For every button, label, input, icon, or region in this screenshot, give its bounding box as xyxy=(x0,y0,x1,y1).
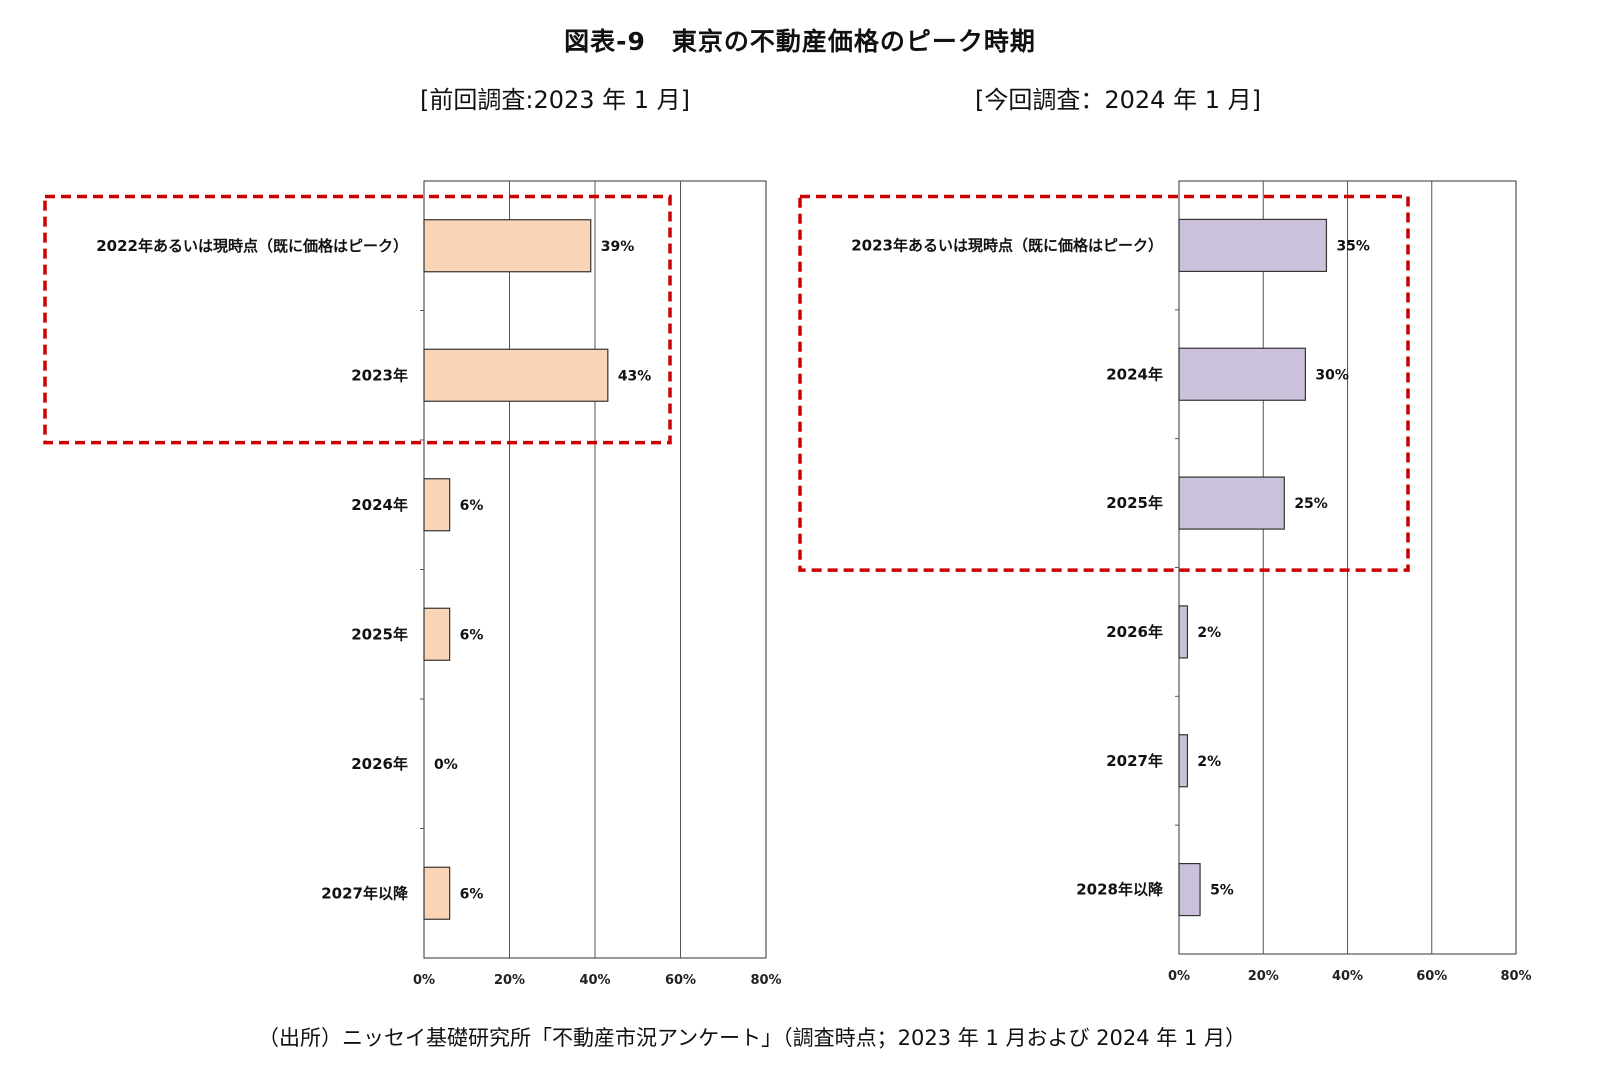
right-bar xyxy=(1178,347,1306,401)
left-value-label: 6% xyxy=(460,886,484,902)
left-bar xyxy=(423,478,451,532)
right-category-label: 2023年あるいは現時点（既に価格はピーク） xyxy=(851,236,1163,254)
right-category-label: 2025年 xyxy=(1106,494,1163,512)
left-value-label: 0% xyxy=(434,757,458,773)
right-x-tick-label: 20% xyxy=(1248,969,1279,984)
right-value-label: 2% xyxy=(1197,754,1221,770)
right-value-label: 5% xyxy=(1210,883,1234,899)
left-x-tick-label: 20% xyxy=(494,973,525,988)
right-x-tick-label: 0% xyxy=(1168,969,1190,984)
right-bar xyxy=(1178,862,1201,917)
right-bar xyxy=(1178,605,1189,659)
left-category-label: 2025年 xyxy=(351,625,408,643)
right-x-tick-label: 40% xyxy=(1332,969,1363,984)
left-bar xyxy=(423,607,451,661)
left-bar xyxy=(423,348,609,402)
left-value-label: 39% xyxy=(601,239,635,255)
left-value-label: 6% xyxy=(460,627,484,643)
source-note: （出所）ニッセイ基礎研究所「不動産市況アンケート」（調査時点；2023 年 1 … xyxy=(258,1026,1246,1050)
left-chart-subtitle: [前回調査:2023 年 1 月] xyxy=(420,86,691,114)
right-highlight-box xyxy=(798,194,1410,572)
left-bar xyxy=(423,219,592,273)
right-category-label: 2026年 xyxy=(1106,623,1163,641)
right-category-label: 2028年以降 xyxy=(1076,881,1164,899)
right-chart-subtitle: [今回調査：2024 年 1 月] xyxy=(975,86,1261,114)
left-category-label: 2026年 xyxy=(351,755,408,773)
right-x-tick-label: 80% xyxy=(1500,969,1531,984)
right-value-label: 35% xyxy=(1336,238,1370,254)
right-category-label: 2027年 xyxy=(1106,752,1163,770)
left-x-tick-label: 60% xyxy=(665,973,696,988)
right-category-label: 2024年 xyxy=(1106,365,1163,383)
right-value-label: 30% xyxy=(1315,367,1349,383)
left-x-tick-label: 80% xyxy=(750,973,781,988)
left-highlight-box xyxy=(43,194,672,445)
left-value-label: 43% xyxy=(618,368,652,384)
left-x-tick-label: 40% xyxy=(579,973,610,988)
right-value-label: 25% xyxy=(1294,496,1328,512)
left-category-label: 2023年 xyxy=(351,366,408,384)
left-bar xyxy=(423,866,451,920)
left-x-tick-label: 0% xyxy=(413,973,435,988)
right-value-label: 2% xyxy=(1197,625,1221,641)
right-bar xyxy=(1178,734,1189,788)
chart-title: 図表-9 東京の不動産価格のピーク時期 xyxy=(564,27,1036,56)
right-bar xyxy=(1178,218,1328,273)
right-bar xyxy=(1178,476,1285,530)
right-x-tick-label: 60% xyxy=(1416,969,1447,984)
left-value-label: 6% xyxy=(460,498,484,514)
left-category-label: 2024年 xyxy=(351,496,408,514)
left-category-label: 2022年あるいは現時点（既に価格はピーク） xyxy=(96,237,408,255)
left-category-label: 2027年以降 xyxy=(321,884,409,902)
